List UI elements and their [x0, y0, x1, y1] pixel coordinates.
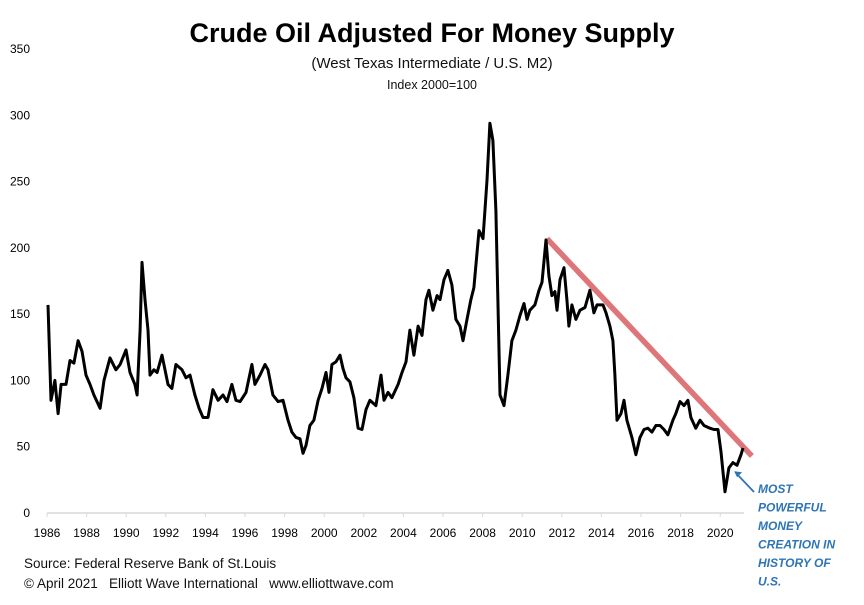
y-tick-label: 250 — [10, 175, 30, 189]
x-tick-label: 1994 — [192, 526, 219, 540]
annotation-text-line: U.S. — [758, 575, 781, 589]
x-tick-label: 2006 — [430, 526, 457, 540]
x-axis: 1986 1988 1990 1992 1994 1996 1998 2000 2002 2004… — [34, 512, 744, 540]
y-tick-label: 150 — [10, 307, 30, 321]
x-tick-label: 2018 — [667, 526, 694, 540]
copyright-text: © April 2021 Elliott Wave International … — [24, 576, 394, 591]
x-tick-label: 2002 — [350, 526, 377, 540]
x-tick-label: 2016 — [628, 526, 655, 540]
y-axis: 0 50 100 150 200 250 300 350 — [10, 42, 30, 520]
x-tick-label: 1990 — [113, 526, 140, 540]
series-line — [46, 121, 745, 494]
x-tick-label: 1998 — [271, 526, 298, 540]
y-tick-label: 0 — [23, 506, 30, 520]
annotation-text-line: POWERFUL — [758, 501, 827, 515]
source-text: Source: Federal Reserve Bank of St.Louis — [24, 556, 276, 571]
y-tick-label: 350 — [10, 42, 30, 56]
chart-subtitle: (West Texas Intermediate / U.S. M2) — [311, 55, 552, 72]
annotation-arrow — [736, 473, 755, 493]
x-tick-label: 2004 — [390, 526, 417, 540]
trendline — [544, 236, 754, 458]
x-tick-label: 2008 — [469, 526, 496, 540]
x-tick-label: 2014 — [588, 526, 615, 540]
y-tick-label: 300 — [10, 108, 30, 122]
x-tick-label: 1986 — [34, 526, 61, 540]
arrow-head-icon — [734, 471, 743, 478]
chart-subtitle-index: Index 2000=100 — [387, 78, 477, 92]
x-tick-label: 2020 — [707, 526, 734, 540]
x-tick-label: 2000 — [311, 526, 338, 540]
annotation-text-line: CREATION IN — [758, 538, 835, 552]
annotation-text-line: HISTORY OF — [758, 556, 831, 570]
x-tick-label: 1988 — [73, 526, 100, 540]
x-tick-label: 2010 — [509, 526, 536, 540]
x-tick-label: 1996 — [232, 526, 259, 540]
chart-title: Crude Oil Adjusted For Money Supply — [189, 18, 674, 48]
x-tick-label: 2012 — [548, 526, 575, 540]
annotation: MOST POWERFUL MONEY CREATION IN HISTORY OF U.… — [734, 471, 835, 589]
y-tick-label: 200 — [10, 241, 30, 255]
annotation-text-line: MOST — [758, 482, 794, 496]
y-tick-label: 50 — [17, 440, 31, 454]
annotation-text-line: MONEY — [758, 519, 803, 533]
y-tick-label: 100 — [10, 373, 30, 387]
x-tick-label: 1992 — [152, 526, 179, 540]
